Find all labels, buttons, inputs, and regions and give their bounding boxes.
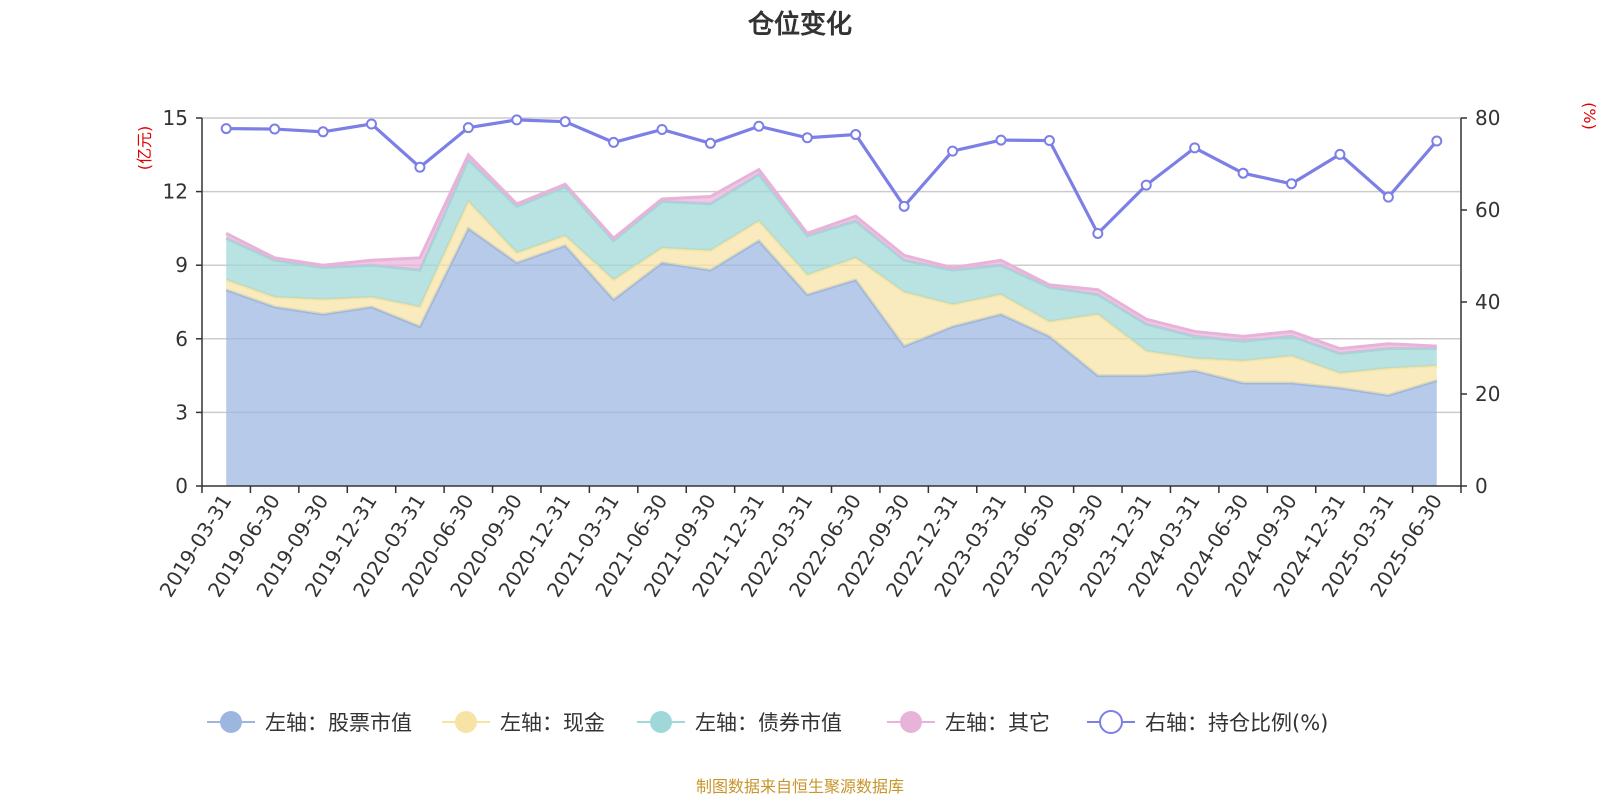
y-left-tick-label: 15 (163, 106, 188, 130)
holding-ratio-line (226, 118, 1439, 237)
holding-ratio-point (1382, 191, 1394, 203)
holding-ratio-point (220, 123, 232, 135)
holding-ratio-point (704, 137, 716, 149)
area-series-edge-3 (225, 152, 1437, 351)
legend-label: 左轴：股票市值 (265, 711, 412, 735)
legend-marker (900, 711, 922, 733)
y-left-tick-label: 6 (175, 327, 188, 351)
holding-ratio-series (220, 114, 1443, 239)
holding-ratio-point (656, 124, 668, 135)
holding-ratio-point (947, 145, 959, 157)
y-left-tick-label: 0 (175, 474, 188, 498)
y-right-tick-label: 60 (1475, 198, 1500, 222)
y-right-tick-label: 0 (1475, 474, 1488, 498)
holding-ratio-point (462, 122, 474, 134)
holding-ratio-point (753, 120, 765, 132)
left-axis-unit-label: (亿元) (135, 126, 154, 171)
data-source-footer: 制图数据来自恒生聚源数据库 (696, 777, 904, 796)
holding-ratio-point (1189, 142, 1201, 154)
legend-item-1: 左轴：现金 (442, 711, 605, 735)
y-left-tick-label: 3 (175, 400, 188, 424)
holding-ratio-point (801, 132, 813, 144)
legend-label: 左轴：现金 (500, 711, 605, 735)
right-axis-unit-label: (%) (1580, 102, 1599, 130)
holding-ratio-point (1092, 227, 1104, 239)
holding-ratio-point (995, 134, 1007, 146)
legend-item-2: 左轴：债券市值 (637, 711, 842, 735)
chart-title: 仓位变化 (747, 9, 852, 40)
y-right-tick-label: 40 (1475, 290, 1500, 314)
holding-ratio-point (511, 114, 523, 126)
legend-label: 左轴：债券市值 (695, 711, 842, 735)
area-series-2 (226, 159, 1437, 374)
holding-ratio-point (1043, 135, 1055, 147)
legend-label: 左轴：其它 (945, 711, 1050, 735)
stacked-areas (225, 152, 1438, 486)
y-right-tick-label: 20 (1475, 382, 1500, 406)
holding-ratio-point (1286, 178, 1298, 190)
holding-ratio-point (559, 116, 571, 128)
holding-ratio-point (1140, 179, 1152, 191)
legend-item-0: 左轴：股票市值 (207, 711, 412, 735)
holding-ratio-point (414, 161, 426, 173)
holding-ratio-point (850, 129, 862, 141)
holding-ratio-point (317, 126, 329, 138)
area-series-0 (226, 228, 1437, 486)
holding-ratio-point (1431, 135, 1443, 147)
y-right-tick-label: 80 (1475, 106, 1500, 130)
legend-item-4: 右轴：持仓比例(%) (1087, 710, 1328, 735)
y-left-tick-label: 12 (163, 180, 188, 204)
y-left-tick-label: 9 (175, 253, 188, 277)
holding-ratio-point (269, 123, 281, 135)
holding-ratio-point (608, 136, 620, 148)
legend-label: 右轴：持仓比例(%) (1145, 711, 1328, 735)
legend-item-3: 左轴：其它 (887, 711, 1050, 735)
holding-ratio-point (898, 200, 910, 212)
holding-ratio-point (1334, 148, 1346, 160)
legend-marker (455, 711, 477, 733)
legend-marker (1099, 710, 1123, 734)
holding-ratio-point (1237, 167, 1249, 179)
legend-marker (650, 711, 672, 733)
legend: 左轴：股票市值 左轴：现金 左轴：债券市值 左轴：其它 右轴：持仓比例(%) (207, 710, 1328, 735)
legend-marker (220, 711, 242, 733)
holding-ratio-point (365, 118, 377, 130)
